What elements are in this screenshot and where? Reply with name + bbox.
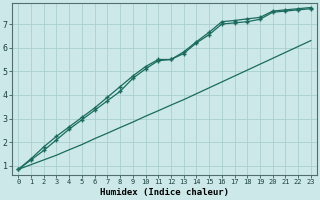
X-axis label: Humidex (Indice chaleur): Humidex (Indice chaleur) xyxy=(100,188,229,197)
